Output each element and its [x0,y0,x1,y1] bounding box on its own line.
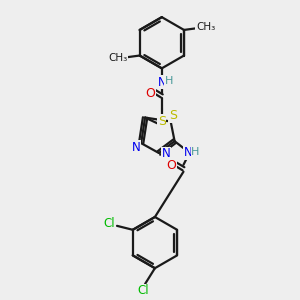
Text: CH₃: CH₃ [108,53,128,64]
Text: O: O [145,87,155,101]
Text: O: O [167,159,177,172]
Text: S: S [169,109,177,122]
Text: H: H [191,147,200,157]
Text: Cl: Cl [103,218,115,230]
Text: Cl: Cl [137,284,149,297]
Text: N: N [161,148,170,160]
Text: CH₃: CH₃ [196,22,215,32]
Text: N: N [132,141,141,154]
Text: N: N [158,76,166,88]
Text: H: H [164,76,173,86]
Text: N: N [184,146,193,160]
Text: S: S [158,115,166,128]
